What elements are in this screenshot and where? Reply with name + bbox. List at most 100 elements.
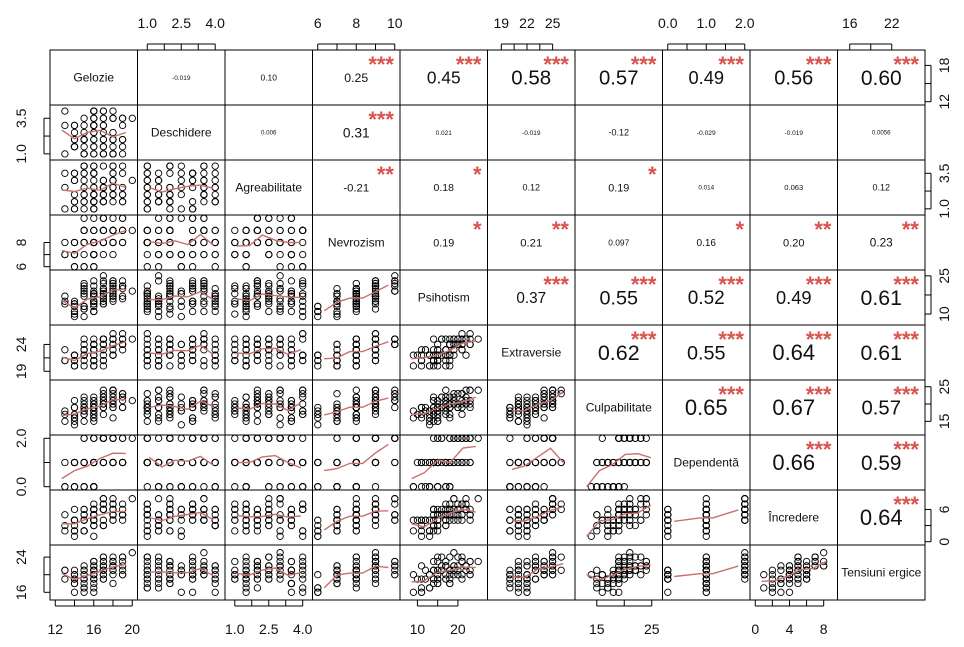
scatter-point [143,335,151,343]
scatter-point [90,362,98,370]
axis-tick-label: 25 [545,15,561,31]
scatter-point [741,500,749,508]
scatter-point [143,190,151,199]
scatter-point [109,553,117,561]
scatter-point [265,521,273,530]
scatter-point [450,549,458,557]
scatter-point [253,351,262,359]
scatter-point [109,150,117,158]
scatter-point [287,356,296,365]
scatter-point [417,584,426,592]
scatter-point [421,403,430,412]
scatter-point [143,566,151,574]
scatter-point [200,307,208,316]
scatter-point [352,584,360,592]
scatter-point [242,500,250,508]
scatter-point [523,400,531,408]
scatter-point [454,571,462,579]
diagonal-label: Culpabilitate [586,401,652,415]
scatter-point [429,516,438,524]
smooth-line [236,454,302,469]
scatter-point [118,330,127,338]
scatter-point [506,566,514,574]
significance-stars: *** [631,327,657,352]
scatter-point [200,495,208,503]
scatter-point [702,527,710,535]
scatter-point [188,279,197,288]
scatter-point [211,414,219,422]
scatter-point [177,214,185,222]
scatter-point [523,562,531,570]
scatter-point [265,346,273,354]
scatter-point [109,190,117,199]
scatter-point [242,356,250,365]
scatter-point [438,566,446,574]
scatter-point [90,393,98,401]
scatter-point [154,579,163,588]
scatter-point [242,238,250,247]
scatter-point [211,351,219,359]
significance-stars: *** [718,272,744,297]
scatter-point [741,557,749,566]
scatter-point [352,511,360,519]
scatter-point [80,305,88,313]
smooth-line [674,565,739,578]
scatter-point [540,390,548,398]
scatter-point [352,434,360,442]
significance-stars: *** [806,327,832,352]
scatter-point [265,516,273,524]
scatter-point [702,557,710,566]
correlation-value: 0.063 [784,183,803,192]
scatter-point [231,335,239,343]
scatter-point [421,483,430,491]
scatter-point [287,277,296,285]
scatter-point [242,263,250,271]
scatter-point [80,162,88,170]
scatter-point [109,335,117,343]
scatter-point [200,198,208,206]
scatter-point [434,434,442,442]
scatter-point [371,410,380,419]
scatter-point [462,495,470,503]
scatter-point [314,403,322,412]
scatter-point [70,176,79,185]
scatter-point [211,292,219,300]
scatter-point [253,396,262,405]
scatter-point [417,527,426,535]
smooth-line [323,565,389,589]
scatter-point [371,505,380,514]
scatter-point [70,458,79,467]
scatter-point [242,305,250,313]
scatter-point [154,277,163,285]
scatter-point [143,297,151,305]
scatter-point [242,527,250,535]
scatter-point [506,458,514,467]
scatter-point [391,393,399,401]
scatter-point [90,335,98,343]
scatter-point [80,588,88,596]
scatter-point [314,421,322,429]
scatter-point [391,396,399,405]
scatter-point [188,505,197,514]
scatter-point [299,562,307,570]
scatter-point [253,562,262,570]
scatter-point [371,495,380,503]
scatter-point [442,562,450,570]
scatter-point [299,527,307,535]
smooth-line [411,508,476,528]
scatter-point [242,362,250,370]
scatter-point [109,226,117,235]
scatter-point [154,226,163,235]
scatter-point [371,297,380,305]
scatter-point [80,346,88,354]
scatter-point [314,362,322,370]
scatter-point [333,290,341,298]
scatter-point [177,571,185,579]
scatter-point [143,557,151,566]
correlation-value: 0.58 [511,67,551,90]
scatter-point [333,458,341,467]
scatter-point [287,483,296,491]
scatter-point [442,500,450,508]
axis-tick-label: 8 [820,621,828,637]
scatter-point [166,302,174,311]
